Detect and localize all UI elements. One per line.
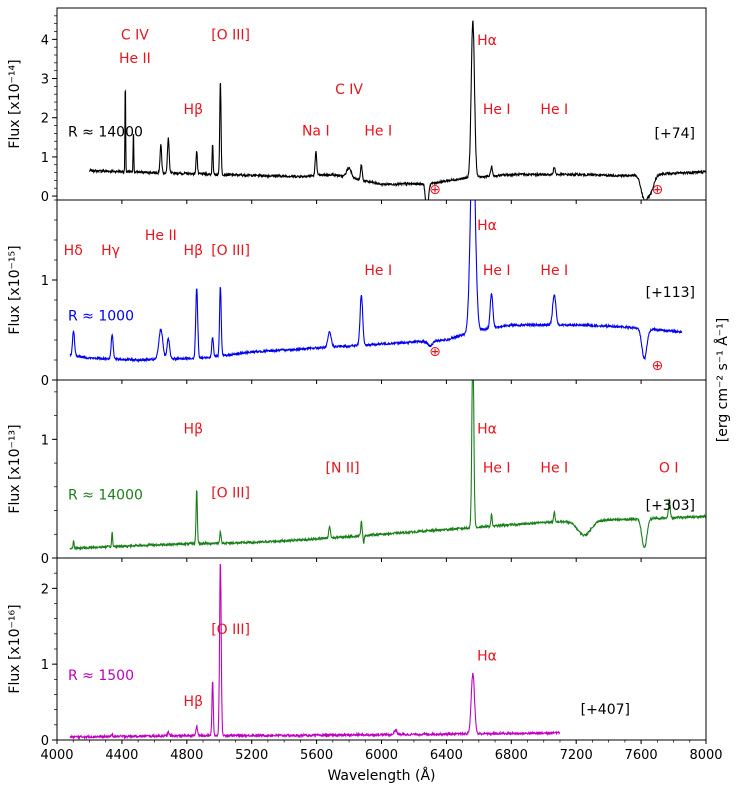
line-id-label: Hβ [184,421,203,437]
line-id-label: [O III] [211,27,250,43]
y-tick-label: 4 [41,33,49,48]
line-id-label: Na I [302,123,330,139]
line-id-label: Hβ [184,694,203,710]
y-tick-label: 0 [41,190,49,205]
line-id-label: He II [145,228,177,244]
line-id-label: [O III] [211,622,250,638]
line-id-label: [O III] [211,485,250,501]
line-id-label: Hβ [184,243,203,259]
resolution-label: R ≈ 1000 [68,309,134,325]
line-id-label: He I [483,263,511,279]
x-tick-label: 6000 [365,748,398,763]
x-tick-label: 6400 [430,748,463,763]
line-id-label: [N II] [326,461,360,477]
line-id-label: He I [483,102,511,118]
y-tick-label: 2 [41,112,49,127]
spectrum-line [69,380,706,552]
x-tick-label: 6800 [495,748,528,763]
y-tick-label: 1 [41,151,49,166]
y-axis-title: Flux [x10⁻¹⁵] [7,245,23,334]
line-id-label: ⊕ [651,358,663,374]
panel-frame [56,7,707,201]
line-id-label: He I [540,263,568,279]
line-id-label: ⊕ [429,182,441,198]
line-id-label: Hβ [184,102,203,118]
epoch-label: [+113] [646,285,695,301]
x-tick-label: 4400 [105,748,138,763]
line-id-label: ⊕ [429,344,441,360]
line-id-label: Hα [477,33,497,49]
line-id-label: He I [364,123,392,139]
y-tick-label: 2 [41,582,49,597]
x-tick-label: 4000 [40,748,73,763]
spectrum-line [69,200,683,364]
spectrum-line [88,20,706,200]
line-id-label: C IV [121,27,149,43]
spectrum-panel-4: 0 1 2 Flux [x10⁻¹⁶] R ≈ 1500 [+407] Hβ [O III] H… [7,557,707,749]
resolution-label: R ≈ 1500 [68,668,134,684]
line-id-label: Hα [477,648,497,664]
line-id-label: He I [483,461,511,477]
line-id-label: [O III] [211,243,250,259]
epoch-label: [+407] [581,702,630,718]
line-id-label: He I [540,461,568,477]
line-id-label: He I [364,263,392,279]
line-id-label: Hα [477,218,497,234]
y-tick-label: 1 [41,274,49,289]
spectrum-line [69,563,561,740]
x-tick-label: 5600 [300,748,333,763]
resolution-label: R ≈ 14000 [68,125,143,141]
y-axis-title: Flux [x10⁻¹⁶] [7,604,23,693]
resolution-label: R ≈ 14000 [68,487,143,503]
x-axis: 4000 4400 4800 5200 5600 6000 6400 6800 7200 7600… [40,740,723,763]
epoch-label: [+74] [655,126,695,142]
spectrum-panel-1: 0 1 2 3 4 Flux [x10⁻¹⁴] R ≈ 14000 [+74] C IV He I… [7,7,707,205]
line-id-label: Hγ [101,243,120,259]
x-tick-label: 4800 [170,748,203,763]
panel-frame [56,199,707,381]
spectra-panels: 0 1 2 3 4 Flux [x10⁻¹⁴] R ≈ 14000 [+74] C IV He I… [7,7,707,749]
y-tick-label: 3 [41,73,49,88]
x-tick-label: 8000 [689,748,722,763]
x-tick-label: 7600 [625,748,658,763]
line-id-label: Hα [477,421,497,437]
y-tick-label: 0 [41,374,49,389]
epoch-label: [+303] [646,498,695,514]
y-tick-label: 1 [41,658,49,673]
y-tick-label: 0 [41,734,49,749]
panel-frame [56,379,707,559]
line-id-label: He II [119,51,151,67]
y-axis-title: Flux [x10⁻¹⁴] [7,59,23,148]
x-axis-title: Wavelength (Å) [327,767,435,784]
x-tick-label: 5200 [235,748,268,763]
y-tick-label: 0 [41,552,49,567]
spectrum-panel-2: 0 1 Flux [x10⁻¹⁵] R ≈ 1000 [+113] Hδ Hγ He II Hβ… [7,199,707,389]
line-id-label: Hδ [64,243,83,259]
right-axis-unit-label: [erg cm⁻² s⁻¹ Å⁻¹] [714,318,731,443]
line-id-label: C IV [335,82,363,98]
line-id-label: O I [659,461,679,477]
y-tick-label: 1 [41,433,49,448]
spectrum-panel-3: 0 1 Flux [x10⁻¹³] R ≈ 14000 [+303] Hβ [O III] [… [7,379,707,567]
line-id-label: ⊕ [651,182,663,198]
x-tick-label: 7200 [560,748,593,763]
line-id-label: He I [540,102,568,118]
y-axis-title: Flux [x10⁻¹³] [7,424,23,513]
